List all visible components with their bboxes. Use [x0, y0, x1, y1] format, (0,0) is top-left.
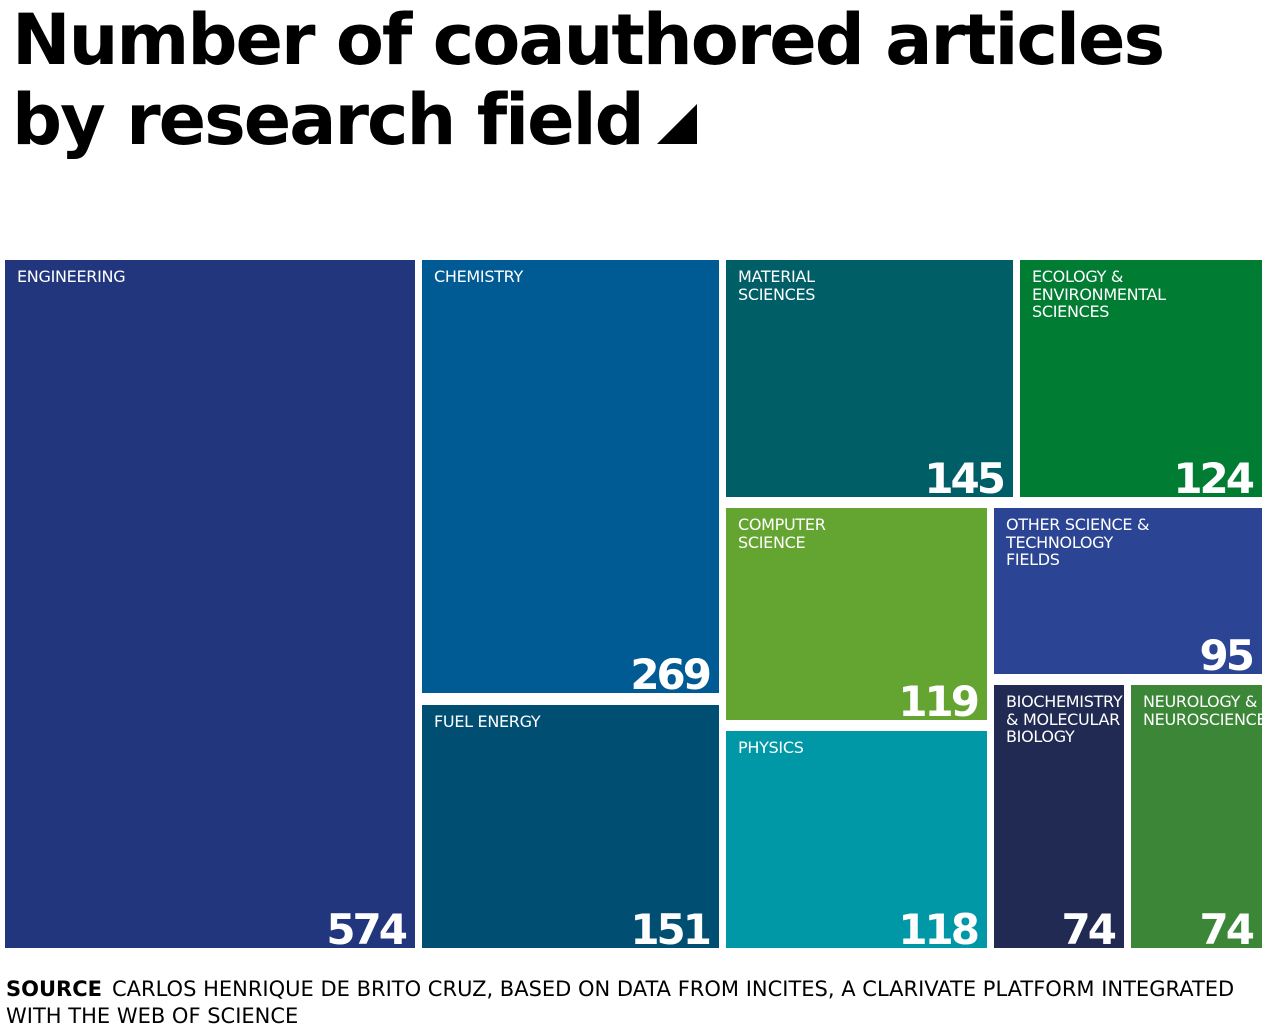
title-line-1: Number of coauthored articles [12, 0, 1165, 81]
tile-physics: PHYSICS 118 [726, 731, 987, 948]
tile-value: 119 [898, 677, 980, 721]
tile-value: 118 [898, 905, 980, 949]
tile-label: FUEL ENERGY [434, 712, 541, 731]
tile-value: 269 [630, 650, 712, 694]
source-note: SOURCE CARLOS HENRIQUE DE BRITO CRUZ, BAS… [6, 976, 1256, 1030]
tile-label: NEUROLOGY & NEUROSCIENCES [1143, 692, 1262, 729]
tile-label: ECOLOGY & ENVIRONMENTAL SCIENCES [1032, 267, 1166, 321]
tile-value: 574 [326, 905, 408, 949]
tile-chemistry: CHEMISTRY 269 [422, 260, 719, 693]
tile-label: MATERIAL SCIENCES [738, 267, 816, 304]
tile-value: 124 [1173, 454, 1255, 498]
source-label: SOURCE [6, 977, 102, 1001]
tile-label: ENGINEERING [17, 267, 126, 286]
title-line-2: by research field [12, 80, 1262, 160]
tile-engineering: ENGINEERING 574 [5, 260, 415, 948]
tile-ecology-environmental-sciences: ECOLOGY & ENVIRONMENTAL SCIENCES 124 [1020, 260, 1262, 497]
tile-neurology-neurosciences: NEUROLOGY & NEUROSCIENCES 74 [1131, 685, 1262, 948]
tile-label: CHEMISTRY [434, 267, 523, 286]
source-text: CARLOS HENRIQUE DE BRITO CRUZ, BASED ON … [6, 977, 1235, 1028]
tile-value: 95 [1199, 631, 1255, 675]
tile-computer-science: COMPUTER SCIENCE 119 [726, 508, 987, 720]
tile-biochemistry-molecular-biology: BIOCHEMISTRY & MOLECULAR BIOLOGY 74 [994, 685, 1124, 948]
tile-label: OTHER SCIENCE & TECHNOLOGY FIELDS [1006, 515, 1150, 569]
tile-value: 74 [1061, 905, 1117, 949]
tile-value: 151 [630, 905, 712, 949]
chart-title: Number of coauthored articles by researc… [12, 0, 1262, 160]
tile-material-sciences: MATERIAL SCIENCES 145 [726, 260, 1013, 497]
tile-value: 145 [924, 454, 1006, 498]
tile-label: BIOCHEMISTRY & MOLECULAR BIOLOGY [1006, 692, 1123, 746]
tile-label: PHYSICS [738, 738, 804, 757]
tile-other-science-technology-fields: OTHER SCIENCE & TECHNOLOGY FIELDS 95 [994, 508, 1262, 674]
tile-label: COMPUTER SCIENCE [738, 515, 826, 552]
tile-value: 74 [1199, 905, 1255, 949]
tile-fuel-energy: FUEL ENERGY 151 [422, 705, 719, 948]
triangle-icon [656, 104, 697, 144]
title-line-2-text: by research field [12, 79, 645, 161]
